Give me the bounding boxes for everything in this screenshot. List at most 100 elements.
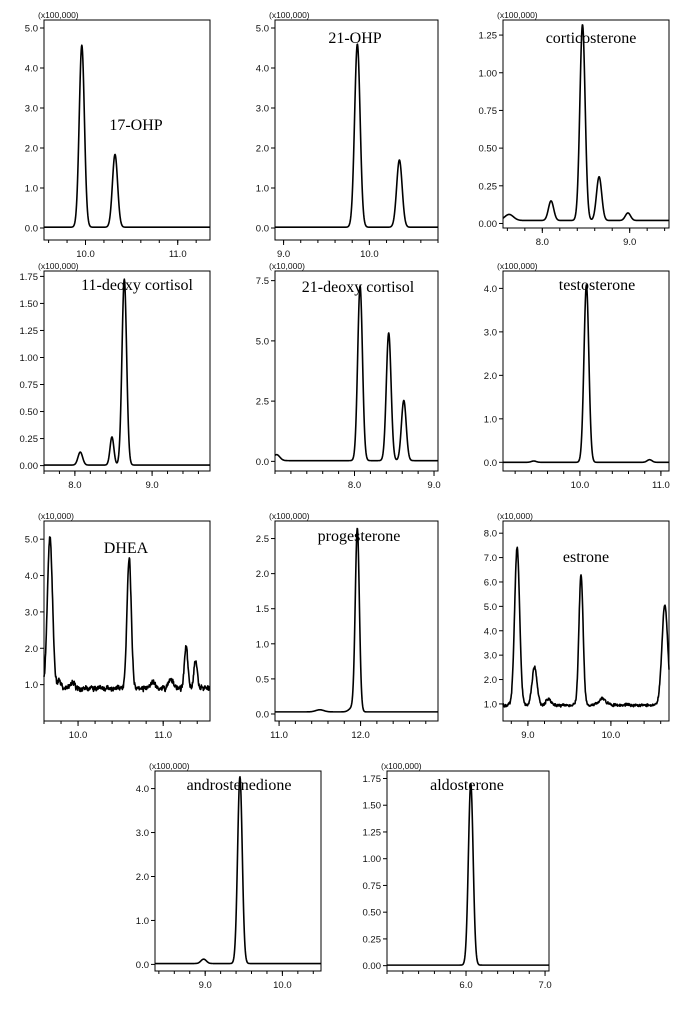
- chromatogram-trace: [274, 285, 439, 462]
- chromatogram-trace: [502, 24, 670, 222]
- plot-frame: [274, 520, 439, 722]
- x-tick-label: 10.0: [273, 980, 292, 991]
- y-tick-label: 5.0: [25, 24, 38, 35]
- x-tick-label: 12.0: [351, 730, 370, 741]
- chart-panel-4: (x100,000) 0.00 0.25 0.50 0.75 1.00 1.25 1.50 1.…: [20, 261, 211, 491]
- compound-title: progesterone: [318, 528, 401, 545]
- plot-frame: [43, 19, 211, 241]
- x-tick-label: 11.0: [270, 730, 288, 741]
- y-tick-label: 1.25: [20, 326, 39, 337]
- x-tick-label: 9.0: [623, 237, 636, 248]
- plot-frame: [274, 19, 439, 241]
- y-tick-label: 7.5: [256, 276, 269, 287]
- x-tick-label: 10.0: [69, 730, 88, 741]
- y-tick-label: 1.0: [136, 916, 149, 927]
- chart-panel-8: (x100,000) 0.0 0.5 1.0 1.5 2.0 2.5 11.0 12.0 prog…: [256, 511, 439, 741]
- y-tick-label: 5.0: [256, 24, 269, 35]
- y-scale-label: (x100,000): [149, 761, 190, 771]
- y-tick-label: 0.0: [484, 458, 497, 469]
- plot-frame: [43, 270, 211, 472]
- compound-title: corticosterone: [546, 30, 637, 47]
- y-tick-label: 0.50: [479, 144, 498, 155]
- chart-panel-2: (x100,000) 0.0 1.0 2.0 3.0 4.0 5.0 9.0 10.0 21-OH…: [256, 10, 439, 260]
- y-tick-label: 8.0: [484, 529, 497, 540]
- plot-frame: [43, 520, 211, 722]
- y-tick-label: 0.00: [20, 461, 39, 472]
- y-tick-label: 0.0: [256, 457, 269, 468]
- y-tick-label: 4.0: [136, 784, 149, 795]
- y-scale-label: (x10,000): [269, 261, 305, 271]
- y-tick-label: 1.0: [484, 699, 497, 710]
- chart-panel-3: (x100,000) 0.00 0.25 0.50 0.75 1.00 1.25 8.0 9.0…: [479, 10, 670, 248]
- y-tick-label: 1.0: [256, 639, 269, 650]
- chart-panel-9: (x10,000) 1.0 2.0 3.0 4.0 5.0 6.0 7.0 8.0 9.0 10.0…: [484, 511, 670, 741]
- y-tick-label: 4.0: [25, 64, 38, 75]
- plot-frame: [154, 770, 322, 972]
- chromatogram-trace: [502, 546, 670, 708]
- x-tick-label: 8.0: [68, 480, 81, 491]
- y-tick-label: 1.00: [363, 854, 382, 865]
- chromatogram-trace: [386, 782, 550, 966]
- x-tick-label: 9.0: [427, 480, 440, 491]
- chromatogram-trace: [43, 536, 211, 693]
- y-tick-label: 4.0: [256, 64, 269, 75]
- x-tick-label: 11.0: [169, 249, 187, 260]
- x-tick-label: 7.0: [538, 980, 551, 991]
- x-tick-label: 10.0: [571, 480, 590, 491]
- x-tick-label: 10.0: [602, 730, 621, 741]
- chart-panel-11: (x100,000) 0.00 0.25 0.50 0.75 1.00 1.25 1.50 1.…: [363, 761, 552, 991]
- y-tick-label: 3.0: [136, 828, 149, 839]
- y-tick-label: 0.0: [136, 960, 149, 971]
- y-tick-label: 1.75: [20, 272, 39, 283]
- chart-panel-7: (x10,000) 1.0 2.0 3.0 4.0 5.0 10.0 11.0 DHEA: [25, 511, 211, 741]
- compound-title: 11-deoxy cortisol: [81, 277, 193, 294]
- y-tick-label: 0.75: [479, 106, 498, 117]
- y-scale-label: (x100,000): [38, 10, 79, 20]
- x-tick-label: 11.0: [652, 480, 670, 491]
- y-tick-label: 0.00: [363, 961, 382, 972]
- plot-frame: [502, 19, 670, 229]
- y-tick-label: 2.0: [256, 569, 269, 580]
- y-scale-label: (x100,000): [497, 261, 538, 271]
- y-tick-label: 0.75: [20, 380, 39, 391]
- y-tick-label: 1.0: [484, 414, 497, 425]
- x-tick-label: 9.0: [277, 249, 290, 260]
- y-tick-label: 2.0: [256, 144, 269, 155]
- x-tick-label: 10.0: [76, 249, 95, 260]
- compound-title: 21-OHP: [328, 30, 381, 47]
- x-tick-label: 11.0: [154, 730, 172, 741]
- plot-frame: [502, 270, 670, 472]
- plot-frame: [502, 520, 670, 722]
- y-tick-label: 1.0: [25, 184, 38, 195]
- y-tick-label: 4.0: [484, 284, 497, 295]
- y-tick-label: 0.50: [20, 407, 39, 418]
- y-scale-label: (x10,000): [497, 511, 533, 521]
- compound-title: DHEA: [104, 540, 149, 557]
- plot-frame: [386, 770, 550, 972]
- y-scale-label: (x100,000): [269, 511, 310, 521]
- y-tick-label: 0.50: [363, 908, 382, 919]
- y-tick-label: 1.0: [25, 680, 38, 691]
- chromatogram-trace: [274, 43, 439, 228]
- chart-panel-6: (x100,000) 0.0 1.0 2.0 3.0 4.0 10.0 11.0 testost…: [484, 261, 670, 491]
- y-tick-label: 6.0: [484, 577, 497, 588]
- y-tick-label: 1.25: [479, 31, 498, 42]
- y-tick-label: 2.0: [136, 872, 149, 883]
- y-tick-label: 0.0: [256, 709, 269, 720]
- y-tick-label: 2.0: [484, 371, 497, 382]
- y-tick-label: 2.0: [484, 675, 497, 686]
- chart-panel-5: (x10,000) 0.0 2.5 5.0 7.5 8.0 9.0 21-deoxy cort…: [256, 261, 441, 491]
- y-scale-label: (x100,000): [381, 761, 422, 771]
- y-tick-label: 3.0: [25, 607, 38, 618]
- compound-title: testosterone: [559, 277, 635, 294]
- y-tick-label: 1.25: [363, 827, 382, 838]
- chromatogram-trace: [154, 775, 322, 965]
- y-tick-label: 1.0: [256, 184, 269, 195]
- x-tick-label: 9.0: [521, 730, 534, 741]
- compound-title: androstenedione: [187, 777, 292, 794]
- y-tick-label: 3.0: [256, 104, 269, 115]
- compound-title: 21-deoxy cortisol: [302, 279, 415, 296]
- y-tick-label: 1.5: [256, 604, 269, 615]
- x-tick-label: 9.0: [199, 980, 212, 991]
